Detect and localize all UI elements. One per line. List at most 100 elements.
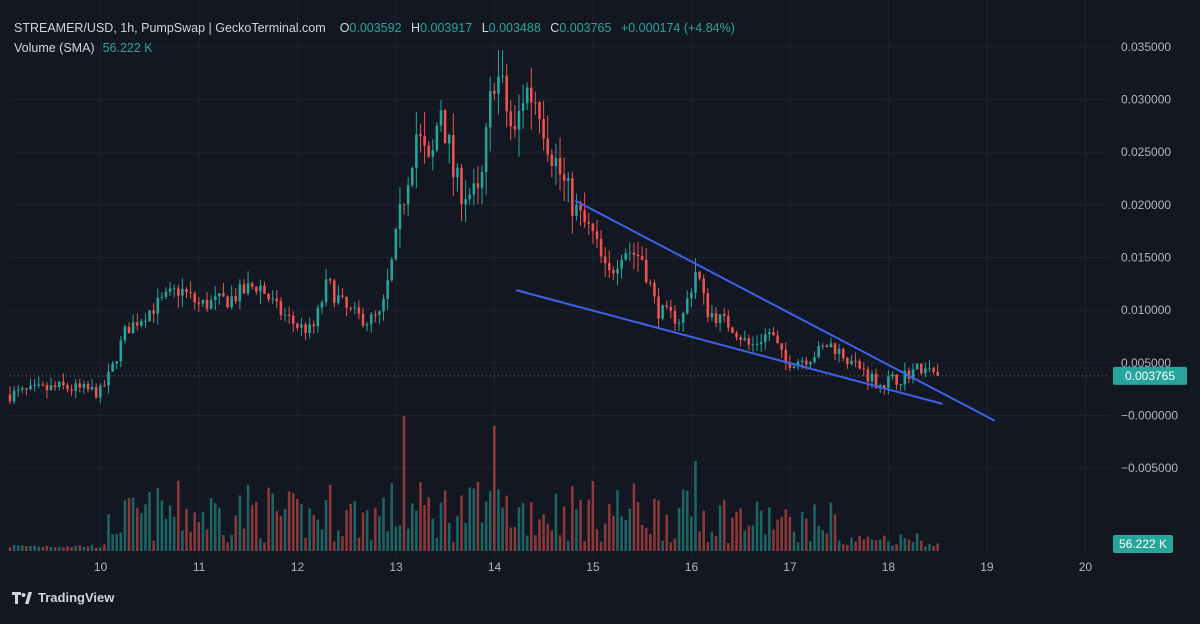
volume-bar: [283, 509, 287, 551]
volume-bar: [800, 511, 804, 551]
volume-indicator-label[interactable]: Volume (SMA): [14, 41, 95, 55]
volume-bar: [308, 508, 311, 551]
open-value: 0.003592: [349, 21, 402, 35]
candle-body: [722, 314, 726, 317]
volume-bar: [456, 516, 459, 551]
volume-bar: [702, 510, 705, 551]
candle-body: [374, 314, 377, 316]
price-tick-label: 0.035000: [1121, 40, 1171, 54]
time-axis[interactable]: 10 11 12 13 14 15 16 17 18 19 20: [94, 560, 1092, 574]
volume-bar: [255, 502, 258, 551]
trendlines[interactable]: [515, 199, 996, 422]
volume-bar: [29, 545, 32, 551]
volume-bar: [924, 546, 927, 551]
volume-bar: [464, 522, 467, 551]
candle-body: [345, 296, 348, 308]
candle-body: [49, 385, 53, 391]
volume-bar: [731, 517, 734, 551]
symbol-title[interactable]: STREAMER/USD, 1h, PumpSwap | GeckoTermin…: [14, 21, 326, 35]
candle-body: [702, 278, 705, 294]
candle-body: [439, 110, 443, 126]
candle-body: [99, 385, 102, 398]
volume-bar: [538, 519, 541, 551]
volume-bar: [599, 541, 603, 551]
candle-body: [509, 111, 513, 127]
last-volume-label: 56.222 K: [1119, 537, 1167, 551]
candle-body: [209, 299, 213, 309]
candle-body: [772, 332, 775, 336]
volume-bar: [415, 510, 418, 551]
volume-bar: [99, 547, 102, 551]
time-tick-label: 17: [783, 560, 797, 574]
volume-bar: [821, 530, 825, 551]
candle-body: [283, 314, 287, 316]
volume-bar: [833, 514, 837, 551]
volume-bar: [222, 534, 225, 551]
volume-bar: [813, 504, 816, 551]
candle-body: [427, 145, 430, 157]
volume-bar: [497, 489, 500, 551]
volume-bar: [337, 530, 340, 551]
volume-bar: [517, 507, 521, 551]
volume-bar: [234, 515, 238, 551]
volume-bar: [197, 522, 201, 551]
candle-body: [517, 110, 521, 130]
candle-body: [714, 313, 718, 324]
candle-body: [82, 383, 86, 388]
candle-body: [263, 285, 266, 294]
candle-body: [837, 348, 841, 355]
volume-bar: [287, 491, 291, 551]
price-axis[interactable]: 0.035000 0.030000 0.025000 0.020000 0.015000…: [1121, 40, 1178, 475]
candle-body: [324, 279, 328, 303]
volume-bar: [53, 547, 57, 551]
candle-body: [706, 293, 710, 318]
candle-body: [747, 338, 751, 345]
volume-bar: [657, 500, 660, 551]
candle-body: [148, 310, 151, 321]
volume-bar: [78, 545, 82, 551]
candle-body: [86, 383, 90, 390]
volume-bar: [891, 545, 894, 551]
candle-body: [628, 252, 632, 254]
candle-body: [460, 167, 463, 205]
candle-body: [164, 291, 168, 297]
volume-bars: [8, 416, 939, 551]
candle-body: [735, 332, 738, 338]
volume-bar: [706, 542, 710, 551]
candle-body: [382, 299, 385, 312]
candle-body: [932, 367, 935, 373]
candle-body: [291, 315, 295, 324]
volume-bar: [673, 538, 677, 551]
candle-body: [751, 344, 755, 346]
candle-body: [891, 374, 894, 377]
volume-bar: [410, 503, 414, 551]
volume-bar: [628, 508, 632, 551]
candle-body: [858, 361, 861, 369]
volume-bar: [230, 535, 233, 551]
time-tick-label: 10: [94, 560, 108, 574]
candle-body: [365, 324, 369, 326]
candle-body: [234, 296, 238, 302]
volume-bar: [722, 499, 726, 551]
candle-body: [571, 178, 574, 216]
candle-body: [275, 298, 279, 302]
volume-bar: [94, 547, 98, 551]
volume-bar: [694, 461, 697, 551]
candle-body: [829, 343, 833, 348]
volume-bar: [661, 540, 664, 551]
volume-bar: [345, 510, 348, 551]
candle-body: [546, 138, 549, 155]
candle-body: [657, 296, 660, 319]
tradingview-logo[interactable]: TradingView: [12, 590, 114, 605]
time-tick-label: 19: [980, 560, 994, 574]
close-label: C: [550, 21, 560, 35]
volume-bar: [427, 497, 430, 551]
candle-body: [456, 167, 459, 178]
volume-bar: [780, 516, 783, 551]
volume-bar: [123, 500, 127, 551]
volume-bar: [57, 546, 61, 551]
candle-body: [928, 367, 931, 369]
candle-body: [205, 299, 209, 309]
